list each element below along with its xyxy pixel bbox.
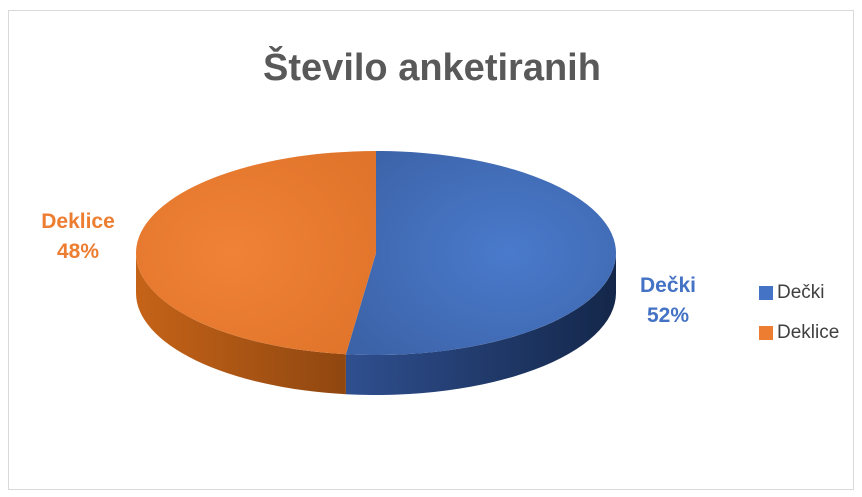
- legend-label-decki: Dečki: [777, 282, 825, 303]
- data-label-decki: Dečki 52%: [623, 271, 713, 331]
- legend-swatch-decki: [759, 286, 773, 300]
- data-label-decki-value: 52%: [646, 304, 690, 327]
- legend-item-decki: Dečki: [759, 273, 839, 313]
- pie-slice-deklice-side: [136, 253, 346, 395]
- pie-chart: [135, 151, 616, 395]
- data-label-deklice-name: Deklice: [41, 210, 115, 233]
- pie-slice-deklice: [135, 151, 376, 355]
- data-label-deklice-value: 48%: [56, 240, 100, 263]
- pie-slice-decki-side: [345, 253, 616, 395]
- data-label-decki-name: Dečki: [639, 274, 697, 297]
- pie-slice-decki: [345, 151, 616, 355]
- data-label-deklice: Deklice 48%: [23, 207, 133, 267]
- legend: Dečki Deklice: [759, 273, 839, 353]
- chart-title: Število anketiranih: [263, 47, 601, 89]
- chart-area: Število anketiranih Deklice 48%: [8, 10, 854, 490]
- legend-label-deklice: Deklice: [777, 322, 840, 343]
- legend-item-deklice: Deklice: [759, 313, 839, 353]
- legend-swatch-deklice: [759, 326, 773, 340]
